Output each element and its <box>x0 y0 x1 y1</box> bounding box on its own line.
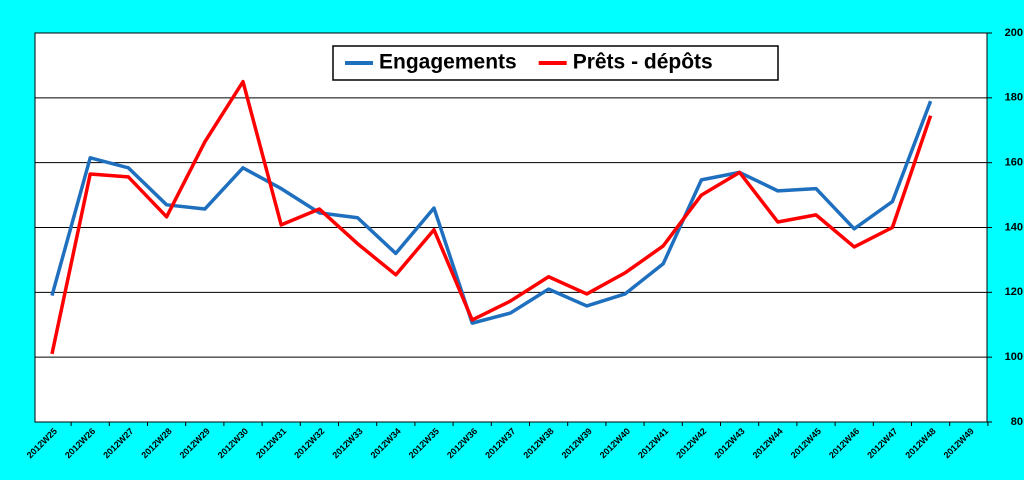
y-tick-label: 200 <box>1005 27 1023 39</box>
y-tick-label: 160 <box>1005 157 1023 169</box>
series-line <box>50 79 933 355</box>
legend-label: Prêts - dépôts <box>573 51 713 74</box>
y-tick-label: 100 <box>1005 351 1023 363</box>
y-tick-label: 80 <box>1011 416 1023 428</box>
y-tick-label: 140 <box>1005 221 1023 233</box>
y-tick-label: 180 <box>1005 92 1023 104</box>
legend-label: Engagements <box>379 51 517 74</box>
y-tick-label: 120 <box>1005 286 1023 298</box>
series-line <box>50 100 933 325</box>
